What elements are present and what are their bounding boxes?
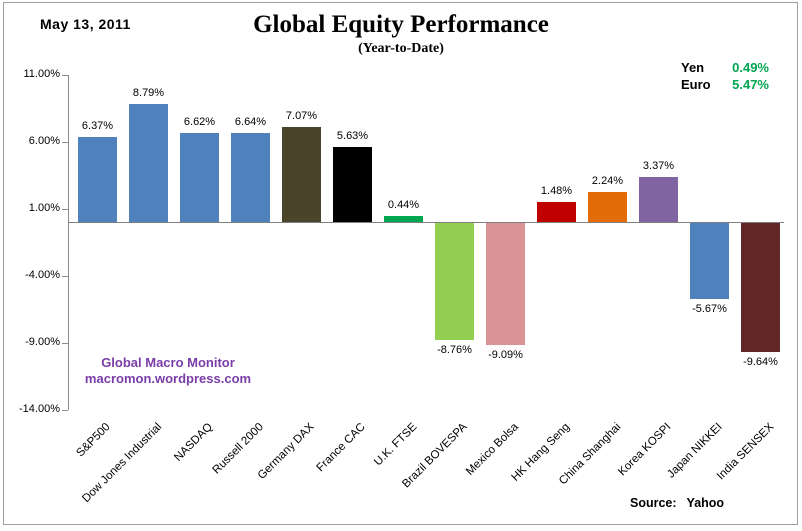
yen-value: 0.49%: [732, 60, 769, 75]
category-label: NASDAQ: [172, 421, 215, 464]
chart-subtitle: (Year-to-Date): [358, 41, 444, 56]
source-note: Source: Yahoo: [630, 496, 724, 510]
y-tick-label: 11.00%: [23, 67, 61, 80]
y-tick-label: -4.00%: [25, 268, 60, 281]
legend-row-euro: Euro 5.47%: [681, 76, 769, 93]
bar-u-k-ftse: [384, 216, 423, 222]
bar-value-label: 7.07%: [285, 110, 318, 123]
currency-legend: Yen 0.49% Euro 5.47%: [681, 59, 769, 93]
bar-japan-nikkei: [690, 223, 729, 299]
y-tick-label: -9.00%: [25, 335, 60, 348]
y-axis-tick: [62, 275, 68, 277]
bar-mexico-bolsa: [486, 223, 525, 345]
bar-value-label: -9.09%: [488, 348, 523, 361]
category-label: U.K. FTSE: [371, 421, 419, 469]
bar-brazil-bovespa: [435, 223, 474, 341]
bar-nasdaq: [180, 133, 219, 222]
euro-label: Euro: [681, 77, 711, 92]
euro-value: 5.47%: [732, 77, 769, 92]
legend-row-yen: Yen 0.49%: [681, 59, 769, 76]
y-tick-label: -14.00%: [19, 402, 60, 415]
bar-value-label: 2.24%: [591, 174, 624, 187]
bar-france-cac: [333, 146, 372, 222]
bar-value-label: 5.63%: [336, 129, 369, 142]
y-axis-tick: [62, 141, 68, 143]
source-label: Source:: [630, 496, 677, 510]
category-label: Mexico Bolsa: [464, 421, 521, 478]
y-axis-tick: [62, 409, 68, 411]
watermark: Global Macro Monitor macromon.wordpress.…: [57, 355, 279, 387]
chart-date: May 13, 2011: [40, 16, 131, 32]
category-label: Russell 2000: [210, 421, 266, 477]
bar-value-label: 0.44%: [387, 199, 420, 212]
watermark-line2: macromon.wordpress.com: [84, 371, 252, 386]
category-label: France CAC: [314, 421, 368, 475]
category-label: S&P500: [74, 421, 113, 460]
bar-value-label: 6.37%: [81, 119, 114, 132]
bar-s-p500: [78, 136, 117, 222]
yen-label: Yen: [681, 60, 705, 75]
bar-germany-dax: [282, 127, 321, 222]
y-axis-tick: [62, 342, 68, 344]
bar-hk-hang-seng: [537, 202, 576, 222]
bar-value-label: 1.48%: [540, 185, 573, 198]
y-tick-label: 6.00%: [28, 134, 60, 147]
category-label: Korea KOSPI: [616, 421, 674, 479]
bar-value-label: 6.62%: [183, 116, 216, 129]
bar-dow-jones-industrial: [129, 104, 168, 222]
zero-baseline: [68, 222, 784, 223]
y-axis-tick: [62, 74, 68, 76]
bar-korea-kospi: [639, 176, 678, 222]
bar-value-label: 3.37%: [642, 159, 675, 172]
bar-value-label: -5.67%: [692, 302, 727, 315]
y-axis-line: [68, 74, 69, 410]
bar-russell-2000: [231, 133, 270, 222]
chart-frame-border: [3, 2, 798, 525]
bar-value-label: -8.76%: [437, 344, 472, 357]
bar-india-sensex: [741, 223, 780, 353]
bar-china-shanghai: [588, 191, 627, 222]
bar-value-label: -9.64%: [743, 356, 778, 369]
source-value: Yahoo: [686, 496, 725, 510]
bar-value-label: 6.64%: [234, 116, 267, 129]
watermark-line1: Global Macro Monitor: [101, 355, 235, 370]
chart-title: Global Equity Performance: [253, 11, 549, 38]
y-axis-tick: [62, 208, 68, 210]
bar-value-label: 8.79%: [132, 87, 165, 100]
y-tick-label: 1.00%: [28, 201, 60, 214]
